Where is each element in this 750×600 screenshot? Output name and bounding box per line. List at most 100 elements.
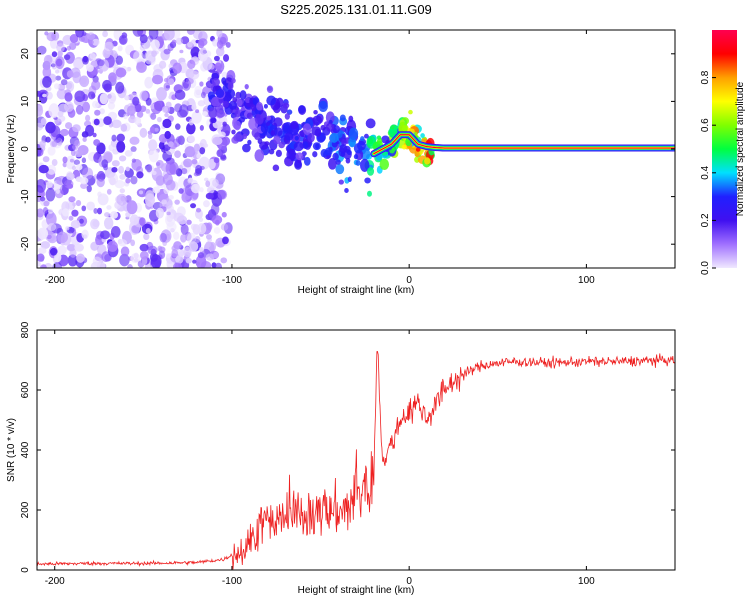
heatmap-noise-blob [199, 125, 204, 131]
heatmap-ridge-blob [298, 105, 306, 114]
heatmap-ridge-blob [216, 110, 225, 118]
heatmap-noise-blob [199, 187, 204, 193]
heatmap-noise-blob [174, 150, 182, 158]
heatmap-noise-blob [37, 178, 46, 193]
heatmap-noise-blob [187, 135, 196, 143]
heatmap-ridge-blob [227, 82, 234, 90]
heatmap-noise-blob [39, 196, 46, 202]
heatmap-ridge-blob [401, 144, 407, 150]
heatmap-ridge-blob [355, 159, 361, 166]
heatmap-noise-blob [38, 164, 49, 174]
heatmap-noise-blob [111, 119, 122, 129]
heatmap-x-label: Height of straight line (km) [298, 285, 415, 296]
heatmap-noise-blob [130, 175, 138, 185]
heatmap-noise-blob [116, 193, 128, 206]
heatmap-noise-blob [115, 67, 127, 78]
heatmap-noise-blob [101, 159, 109, 168]
heatmap-noise-blob [79, 177, 89, 185]
heatmap-noise-blob [127, 264, 133, 268]
heatmap-noise-blob [222, 236, 229, 245]
heatmap-noise-blob [46, 164, 57, 175]
heatmap-noise-blob [65, 226, 70, 231]
heatmap-noise-blob [84, 124, 95, 137]
heatmap-noise-blob [157, 245, 163, 252]
heatmap-noise-blob [37, 104, 44, 117]
heatmap-noise-blob [68, 196, 76, 203]
heatmap-noise-blob [51, 140, 58, 148]
heatmap-noise-blob [66, 45, 71, 51]
heatmap-noise-blob [134, 103, 142, 113]
heatmap-x-tick-label: 100 [578, 275, 595, 286]
heatmap-noise-blob [57, 50, 63, 57]
heatmap-noise-blob [174, 199, 180, 205]
heatmap-noise-blob [75, 149, 84, 156]
heatmap-noise-blob [145, 227, 151, 234]
heatmap-noise-blob [147, 245, 158, 255]
heatmap-noise-blob [191, 158, 198, 165]
heatmap-ridge-blob [339, 114, 346, 122]
heatmap-noise-blob [79, 218, 84, 224]
heatmap-noise-blob [97, 207, 103, 215]
heatmap-noise-blob [65, 122, 73, 129]
heatmap-noise-blob [45, 187, 56, 202]
heatmap-noise-blob [37, 260, 41, 267]
heatmap-noise-blob [213, 227, 221, 234]
heatmap-noise-blob [143, 233, 150, 241]
heatmap-noise-blob [190, 46, 201, 59]
heatmap-noise-blob [72, 58, 84, 70]
heatmap-noise-blob [99, 93, 109, 105]
heatmap-noise-blob [72, 143, 79, 151]
heatmap-noise-blob [63, 179, 74, 189]
heatmap-ridge-blob [415, 147, 421, 152]
heatmap-noise-blob [194, 235, 201, 244]
heatmap-noise-blob [40, 241, 51, 249]
heatmap-noise-blob [64, 92, 73, 102]
heatmap-noise-blob [156, 87, 167, 101]
heatmap-ridge-blob [420, 133, 425, 138]
heatmap-ridge-blob [254, 132, 261, 141]
heatmap-ridge-blob [231, 78, 236, 84]
heatmap-x-tick-label: 0 [406, 275, 412, 286]
heatmap-noise-blob [45, 211, 57, 227]
heatmap-ridge-blob [254, 149, 265, 162]
heatmap-noise-blob [139, 243, 149, 252]
heatmap-noise-blob [75, 30, 85, 38]
heatmap-noise-blob [99, 173, 106, 180]
heatmap-noise-blob [145, 193, 155, 207]
heatmap-noise-blob [172, 62, 182, 74]
heatmap-noise-blob [48, 103, 60, 118]
heatmap-noise-blob [139, 250, 149, 260]
heatmap-noise-blob [220, 257, 228, 264]
heatmap-noise-blob [186, 30, 195, 35]
heatmap-ridge-blob [366, 167, 375, 176]
heatmap-ridge-blob [284, 113, 290, 120]
heatmap-ridge-blob [231, 129, 236, 135]
heatmap-noise-blob [145, 97, 152, 106]
heatmap-noise-blob [136, 110, 144, 118]
heatmap-noise-blob [185, 77, 194, 85]
heatmap-noise-blob [165, 179, 176, 191]
heatmap-noise-blob [106, 205, 112, 210]
heatmap-noise-blob [168, 195, 174, 200]
snr-y-tick-label: 800 [20, 321, 31, 338]
heatmap-noise-blob [188, 241, 199, 252]
heatmap-ridge-blob [360, 136, 365, 142]
heatmap-noise-blob [95, 240, 100, 245]
heatmap-noise-blob [93, 118, 100, 126]
heatmap-ridge-blob [324, 147, 333, 156]
heatmap-noise-blob [205, 192, 214, 200]
heatmap-noise-blob [167, 205, 174, 212]
heatmap-ridge-blob [213, 55, 220, 62]
heatmap-noise-blob [103, 83, 112, 93]
snr-x-tick-label: -100 [222, 576, 242, 587]
heatmap-noise-blob [120, 123, 128, 132]
heatmap-ridge-blob [353, 143, 363, 154]
heatmap-noise-blob [139, 44, 146, 51]
heatmap-noise-blob [125, 166, 130, 172]
heatmap-noise-blob [108, 144, 115, 152]
heatmap-noise-blob [146, 164, 153, 173]
heatmap-noise-blob [130, 146, 137, 152]
heatmap-noise-blob [37, 208, 45, 218]
heatmap-noise-blob [86, 201, 95, 211]
